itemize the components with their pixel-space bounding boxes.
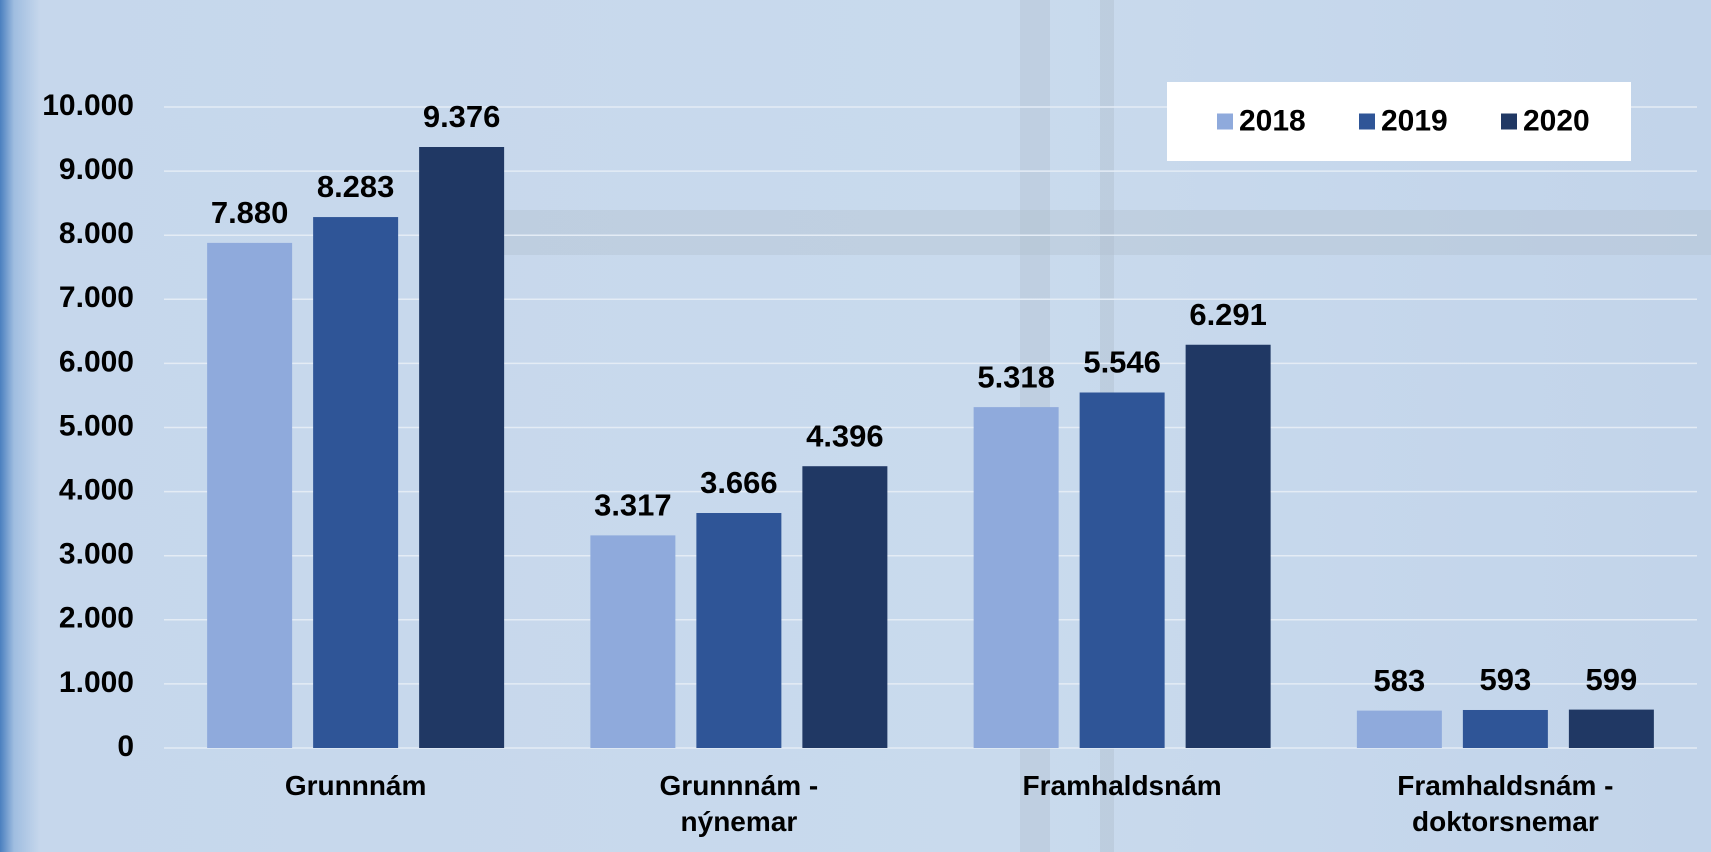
data-label: 4.396 — [806, 418, 884, 453]
x-tick-label: Grunnnám - nýnemar — [609, 768, 869, 840]
data-label: 5.546 — [1083, 345, 1161, 380]
bar — [1186, 345, 1271, 748]
slide: 0 1.000 2.000 3.000 4.000 5.000 6.000 7.000 8.00… — [0, 0, 1711, 852]
bar — [313, 217, 398, 748]
y-tick-label: 0 — [117, 730, 134, 763]
window-frame — [500, 210, 1711, 255]
y-tick-label: 1.000 — [59, 666, 134, 699]
x-tick-label: Framhaldsnám — [992, 768, 1252, 804]
y-tick-label: 3.000 — [59, 538, 134, 571]
bar — [590, 535, 675, 748]
x-tick-label: Grunnnám — [226, 768, 486, 804]
x-tick-label: Framhaldsnám - doktorsnemar — [1375, 768, 1635, 840]
data-label: 7.880 — [211, 195, 289, 230]
bar — [1080, 393, 1165, 748]
legend-swatch — [1359, 114, 1375, 130]
data-label: 3.317 — [594, 488, 672, 523]
y-tick-label: 8.000 — [59, 217, 134, 250]
y-tick-label: 2.000 — [59, 602, 134, 635]
data-label: 9.376 — [423, 99, 501, 134]
chart: 0 1.000 2.000 3.000 4.000 5.000 6.000 7.000 8.00… — [0, 0, 1711, 852]
y-tick-label: 9.000 — [59, 153, 134, 186]
bar — [1463, 710, 1548, 748]
data-label: 6.291 — [1189, 297, 1267, 332]
legend-label: 2019 — [1381, 104, 1448, 137]
legend-swatch — [1501, 114, 1517, 130]
data-label: 599 — [1586, 662, 1638, 697]
bar — [974, 407, 1059, 748]
legend-label: 2020 — [1523, 104, 1590, 137]
y-tick-label: 6.000 — [59, 345, 134, 378]
bar — [419, 147, 504, 748]
bar — [1357, 711, 1442, 748]
bar — [802, 466, 887, 748]
data-label: 3.666 — [700, 465, 778, 500]
data-label: 5.318 — [977, 359, 1055, 394]
y-tick-label: 4.000 — [59, 474, 134, 507]
data-label: 8.283 — [317, 169, 395, 204]
data-label: 593 — [1480, 662, 1532, 697]
bar — [207, 243, 292, 748]
legend-label: 2018 — [1239, 104, 1306, 137]
legend-swatch — [1217, 114, 1233, 130]
y-tick-label: 5.000 — [59, 409, 134, 442]
data-label: 583 — [1374, 663, 1426, 698]
y-tick-label: 7.000 — [59, 281, 134, 314]
bar — [696, 513, 781, 748]
y-tick-label: 10.000 — [42, 89, 134, 122]
bar — [1569, 710, 1654, 748]
